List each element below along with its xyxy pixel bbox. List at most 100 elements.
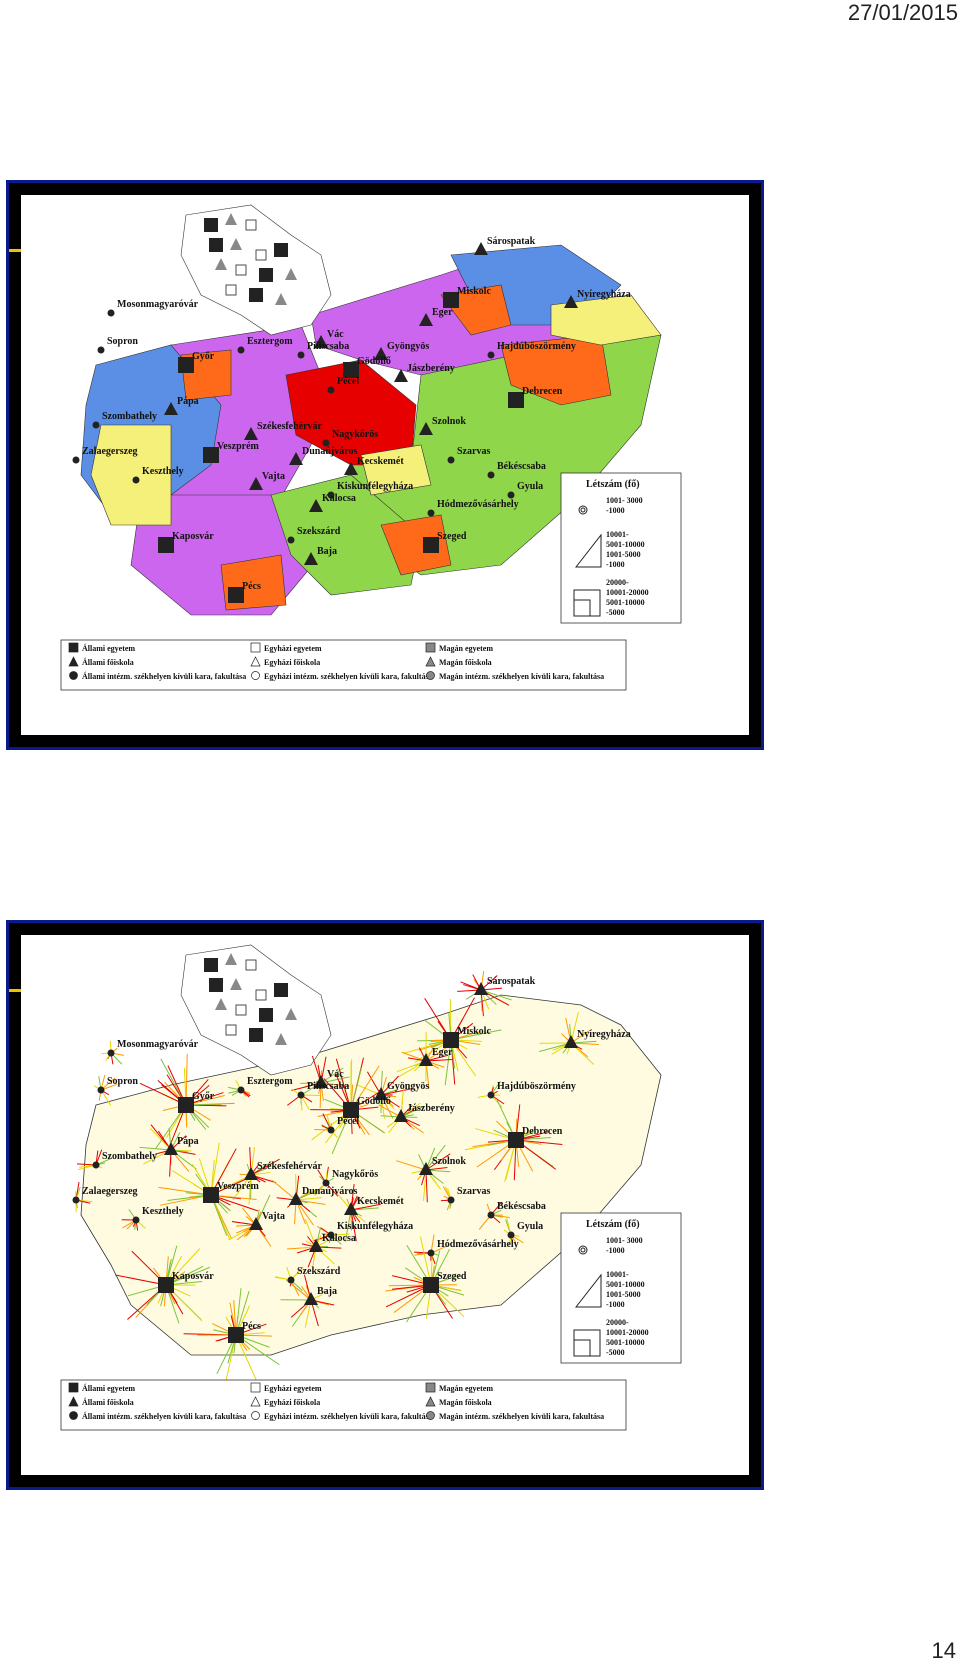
- catchment-ray: [320, 1082, 350, 1087]
- city-label-pecel: Pécel: [337, 1116, 359, 1127]
- city-label-szekesfehervar: Székesfehérvár: [257, 1161, 323, 1172]
- city-label-szekesfehervar: Székesfehérvár: [257, 421, 323, 432]
- city-label-kecskemet: Kecskemét: [357, 1196, 404, 1207]
- region-yellow-east: [550, 294, 662, 346]
- marker-sarospatak-college: [474, 242, 488, 255]
- city-label-pecs: Pécs: [242, 581, 261, 592]
- legend-swatch-college: [68, 1396, 79, 1407]
- size-legend-square-label: -5000: [606, 1348, 625, 1357]
- marker-kiskunfelegyhaza-faculty: [327, 1231, 335, 1239]
- marker-jaszbereny-college: [394, 1109, 408, 1122]
- city-label-keszthely: Keszthely: [142, 1206, 184, 1217]
- city-label-kalocsa: Kalocsa: [322, 1233, 356, 1244]
- inset-university-marker: [274, 243, 288, 257]
- inset-college-marker: [225, 953, 237, 965]
- city-label-gyongyos: Gyöngyös: [387, 1081, 429, 1092]
- marker-szeged-university: [423, 537, 439, 553]
- size-legend-circle-label: -1000: [606, 506, 625, 515]
- marker-gyongyos-college: [374, 347, 388, 360]
- inset-college-marker: [230, 978, 242, 990]
- marker-dunaujvaros-college: [289, 1192, 303, 1205]
- marker-szekszard-faculty: [287, 536, 295, 544]
- catchment-ray: [570, 1042, 600, 1045]
- city-label-zalaegerszeg: Zalaegerszeg: [82, 446, 138, 457]
- marker-szekszard-faculty: [287, 1276, 295, 1284]
- catchment-ray: [425, 1058, 452, 1062]
- city-label-dunaujvaros: Dunaújváros: [302, 1186, 357, 1197]
- legend-label: Állami főiskola: [82, 1397, 134, 1407]
- marker-mosonmagyarovar-faculty: [107, 309, 115, 317]
- marker-jaszbereny-college: [394, 369, 408, 382]
- city-label-sarospatak: Sárospatak: [487, 976, 536, 987]
- inset-college-marker: [275, 1033, 287, 1045]
- legend-label: Egyházi intézm. székhelyen kívüli kara, …: [264, 1412, 433, 1421]
- city-label-kiskunfelegyhaza: Kiskunfélegyháza: [337, 481, 413, 492]
- catchment-ray: [401, 1051, 427, 1062]
- marker-mosonmagyarovar-faculty: [107, 1049, 115, 1057]
- marker-veszprem-university: [203, 447, 219, 463]
- catchment-ray: [295, 1197, 322, 1201]
- legend-swatch-college: [68, 656, 79, 667]
- city-label-piliscsaba: Piliscsaba: [307, 1081, 349, 1092]
- inset-university-marker: [249, 1028, 263, 1042]
- marker-szolnok-college: [419, 1162, 433, 1175]
- catchment-ray: [295, 1188, 322, 1201]
- size-legend-box: [560, 1212, 682, 1364]
- size-legend-square-label: 20000-: [606, 578, 629, 587]
- marker-nyiregyhaza-college: [564, 1035, 578, 1048]
- city-label-miskolc: Miskolc: [457, 286, 491, 297]
- size-legend-circle-small: [580, 507, 586, 513]
- inset-university-marker: [204, 958, 218, 972]
- marker-sarospatak-college: [474, 982, 488, 995]
- marker-gyor-university: [178, 357, 194, 373]
- catchment-ray: [425, 1144, 446, 1171]
- marker-gyongyos-college: [374, 1087, 388, 1100]
- inset-church-university-marker: [245, 219, 257, 231]
- legend-label: Állami intézm. székhelyen kívüli kara, f…: [82, 671, 246, 681]
- inset-college-marker: [285, 268, 297, 280]
- marker-kecskemet-college: [344, 462, 358, 475]
- city-label-hodmezovasarhely: Hódmezővásárhely: [437, 1239, 519, 1250]
- marker-pecs-university: [228, 1327, 244, 1343]
- marker-szombathely-faculty: [92, 421, 100, 429]
- size-legend-circle-small: [580, 1247, 586, 1253]
- city-label-kaposvar: Kaposvár: [172, 531, 214, 542]
- catchment-ray: [185, 1053, 188, 1106]
- inset-church-university-marker: [235, 264, 247, 276]
- city-label-miskolc: Miskolc: [457, 1026, 491, 1037]
- page-number: 14: [931, 1638, 956, 1663]
- marker-papa-college: [164, 402, 178, 415]
- marker-bekescsaba-faculty: [487, 1211, 495, 1219]
- hungary-map-connections: Sárospatak Miskolc Nyíregyháza Eger Mosonmag…: [60, 944, 682, 1431]
- legend-label: Egyházi egyetem: [264, 1384, 322, 1393]
- marker-debrecen-university: [508, 1132, 524, 1148]
- size-legend-triangle-label: 10001-: [606, 530, 629, 539]
- marker-pecs-university: [228, 587, 244, 603]
- inset-university-marker: [204, 218, 218, 232]
- city-label-papa: Pápa: [177, 1136, 199, 1147]
- slide-map-connections: Sárospatak Miskolc Nyíregyháza Eger Mosonmag…: [6, 920, 764, 1490]
- marker-kaposvar-university: [158, 537, 174, 553]
- type-legend-box: [60, 1379, 627, 1431]
- size-legend-triangle-label: 5001-10000: [606, 540, 645, 549]
- size-legend-square-small: [573, 599, 591, 617]
- city-label-vac: Vác: [327, 329, 344, 340]
- slide-accent: [9, 249, 23, 252]
- inset-university-marker: [259, 1008, 273, 1022]
- marker-pecel-faculty: [327, 386, 335, 394]
- marker-piliscsaba-faculty: [297, 1091, 305, 1099]
- catchment-ray: [344, 1209, 352, 1242]
- city-label-gyor: Győr: [192, 351, 215, 362]
- marker-kiskunfelegyhaza-faculty: [327, 491, 335, 499]
- marker-szolnok-college: [419, 422, 433, 435]
- catchment-ray: [350, 1203, 381, 1211]
- city-label-zalaegerszeg: Zalaegerszeg: [82, 1186, 138, 1197]
- city-label-bekescsaba: Békéscsaba: [497, 1201, 546, 1212]
- catchment-ray: [425, 1169, 428, 1203]
- city-label-szarvas: Szarvas: [457, 446, 490, 457]
- city-label-hajduboszormeny: Hajdúböszörmény: [497, 341, 576, 352]
- catchment-ray: [570, 1029, 591, 1044]
- legend-swatch-faculty: [251, 671, 260, 680]
- city-label-gyula: Gyula: [517, 481, 543, 492]
- catchment-ray: [570, 1040, 597, 1044]
